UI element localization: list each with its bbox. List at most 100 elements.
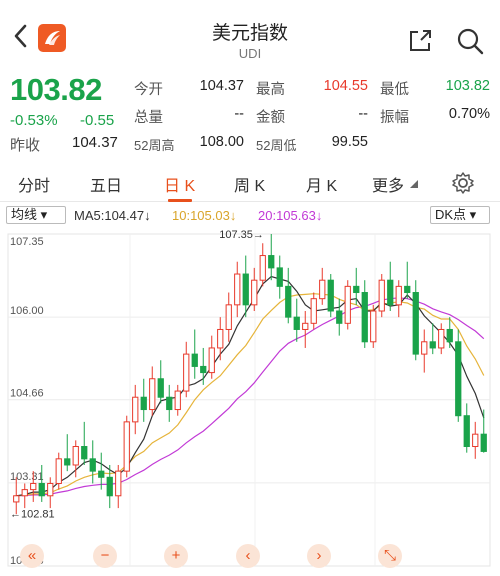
candle-body xyxy=(480,433,487,452)
change-percent: -0.53% xyxy=(10,112,58,129)
last-price: 103.82 xyxy=(10,72,102,107)
scroll-left-button[interactable]: ‹ xyxy=(236,544,260,568)
candle-body xyxy=(327,279,334,312)
candle-body xyxy=(21,489,28,497)
fullscreen-button[interactable]: ⤡ xyxy=(378,544,402,568)
candle-body xyxy=(285,285,292,318)
page-subtitle: UDI xyxy=(238,46,262,61)
page-title: 美元指数 xyxy=(211,23,288,44)
ma20-line xyxy=(16,297,485,497)
ma10-line xyxy=(16,293,485,497)
zoom-out-button[interactable]: − xyxy=(93,544,117,568)
candle-body xyxy=(166,396,173,411)
candle-body xyxy=(208,347,215,374)
candle-body xyxy=(55,458,62,484)
y-tick-label: 104.66 xyxy=(10,388,44,400)
candle-body xyxy=(123,421,130,472)
candle-body xyxy=(183,353,190,392)
high-value: 104.55 xyxy=(323,78,368,94)
y-tick-label: 103.31 xyxy=(10,471,44,483)
candle-body xyxy=(268,255,275,269)
week52-high-value: 108.00 xyxy=(199,134,244,150)
candle-body xyxy=(378,279,385,312)
candle-body xyxy=(319,279,326,300)
period-tabs: 分时 五日 日 K 周 K 月 K 更多 xyxy=(0,164,500,202)
candle-body xyxy=(251,279,258,306)
back-icon[interactable] xyxy=(10,22,32,50)
candle-body xyxy=(395,285,402,306)
quote-panel: 103.82 -0.53% -0.55 昨收 104.37 今开 104.37 … xyxy=(0,66,500,162)
candle-body xyxy=(412,292,419,355)
candle-body xyxy=(242,273,249,306)
tab-intraday[interactable]: 分时 xyxy=(18,178,51,195)
high-label: 最高 xyxy=(256,82,285,98)
volume-value: -- xyxy=(234,106,244,122)
candle-body xyxy=(72,446,79,466)
candle-body xyxy=(472,433,479,448)
candle-body xyxy=(217,328,224,349)
candle-body xyxy=(387,279,394,306)
candle-body xyxy=(200,365,207,374)
candle-body xyxy=(421,341,428,355)
candle-body xyxy=(302,322,309,330)
open-value: 104.37 xyxy=(199,78,244,94)
candle-body xyxy=(234,273,241,306)
candle-body xyxy=(455,341,462,417)
candle-body xyxy=(276,267,283,287)
scroll-right-button[interactable]: › xyxy=(307,544,331,568)
candle-body xyxy=(38,482,45,497)
settings-gear-icon[interactable] xyxy=(452,172,474,194)
ma-select[interactable]: 均线 ▾ xyxy=(6,206,66,224)
search-icon[interactable] xyxy=(455,26,485,56)
tab-five-day[interactable]: 五日 xyxy=(90,178,123,195)
candle-body xyxy=(353,285,360,294)
candle-body xyxy=(98,470,105,478)
candle-body xyxy=(157,378,164,398)
tab-more[interactable]: 更多 xyxy=(372,178,405,195)
candle-body xyxy=(47,482,54,497)
low-value: 103.82 xyxy=(445,78,490,94)
amount-value: -- xyxy=(358,106,368,122)
candle-body xyxy=(30,482,37,491)
ma5-readout: MA5:104.47↓ xyxy=(74,208,151,223)
candle-body xyxy=(89,458,96,472)
change-value: -0.55 xyxy=(80,112,115,129)
candle-body xyxy=(446,328,453,343)
y-tick-label: 107.35 xyxy=(10,236,44,248)
tab-daily-k[interactable]: 日 K xyxy=(164,178,196,195)
week52-low-value: 99.55 xyxy=(331,134,368,150)
active-tab-indicator xyxy=(168,199,192,202)
tab-monthly-k[interactable]: 月 K xyxy=(306,178,338,195)
open-label: 今开 xyxy=(134,82,163,98)
y-tick-label: 106.00 xyxy=(10,305,44,317)
min-price-annotation: ←102.81 xyxy=(10,509,55,521)
week52-high-label: 52周高 xyxy=(134,138,175,153)
zoom-in-button[interactable]: + xyxy=(164,544,188,568)
candle-body xyxy=(336,310,343,324)
volume-label: 总量 xyxy=(134,110,163,126)
candle-body xyxy=(64,458,71,466)
low-label: 最低 xyxy=(380,82,409,98)
candlestick-chart[interactable]: 107.35106.00104.66103.31101.96107.35→←10… xyxy=(0,226,500,576)
amplitude-value: 0.70% xyxy=(448,106,490,122)
candle-body xyxy=(404,285,411,294)
candle-body xyxy=(310,298,317,324)
candle-body xyxy=(132,396,139,423)
tab-weekly-k[interactable]: 周 K xyxy=(234,178,266,195)
share-icon[interactable] xyxy=(405,26,435,56)
amplitude-label: 振幅 xyxy=(380,110,409,126)
dk-select[interactable]: DK点 ▾ xyxy=(430,206,490,224)
indicator-controls: 均线 ▾ MA5:104.47↓ 10:105.03↓ 20:105.63↓ D… xyxy=(0,204,500,226)
chart-toolbar: « − + ‹ › ⤡ xyxy=(0,540,500,572)
scroll-left-far-button[interactable]: « xyxy=(20,544,44,568)
candle-body xyxy=(438,328,445,349)
candle-body xyxy=(140,396,147,411)
ma20-readout: 20:105.63↓ xyxy=(258,208,323,223)
candle-body xyxy=(429,341,436,349)
ma10-readout: 10:105.03↓ xyxy=(172,208,237,223)
candle-body xyxy=(293,316,300,330)
nav-bar: 美元指数 UDI xyxy=(0,0,500,66)
candle-body xyxy=(259,255,266,281)
candle-body xyxy=(174,390,181,411)
max-price-annotation: 107.35→ xyxy=(219,229,264,241)
